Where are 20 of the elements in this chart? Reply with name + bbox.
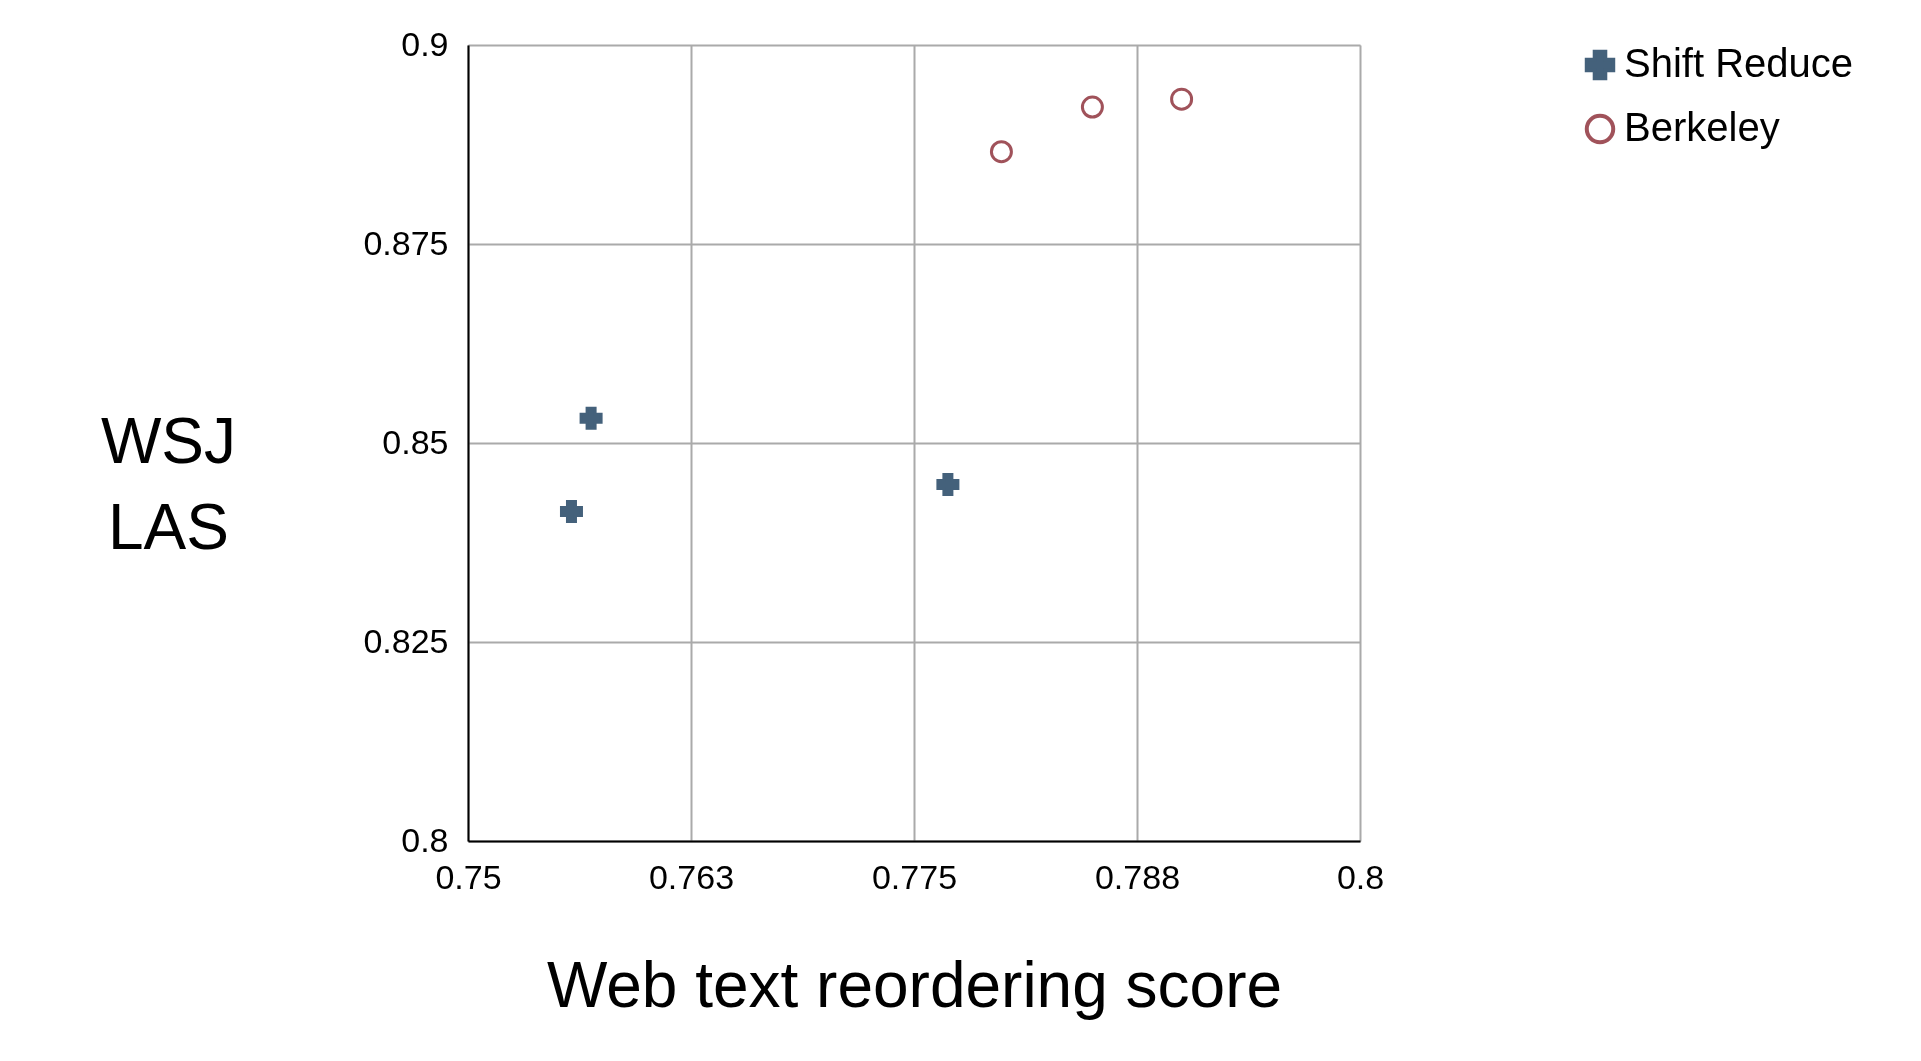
point (1080, 95, 1104, 119)
y-tick-label: 0.825 (363, 621, 449, 660)
point (936, 472, 960, 496)
y-tick-label: 0.8 (401, 820, 449, 859)
x-tick-label: 0.75 (435, 857, 502, 896)
y-axis-title: WSJ LAS (100, 404, 237, 563)
y-tick-label: 0.9 (401, 24, 449, 63)
point (579, 406, 603, 430)
y-tick-label: 0.85 (382, 422, 449, 461)
point (559, 499, 583, 523)
legend-label: Shift Reduce (1624, 41, 1854, 85)
legend-label: Berkeley (1624, 105, 1780, 149)
point (989, 140, 1013, 164)
y-tick-label: 0.875 (363, 223, 449, 262)
x-tick-label: 0.763 (648, 857, 735, 896)
point (1170, 87, 1194, 111)
x-axis-title: Web text reordering score (546, 948, 1283, 1021)
x-tick-label: 0.775 (871, 857, 958, 896)
x-tick-label: 0.8 (1336, 857, 1385, 896)
x-tick-label: 0.788 (1094, 857, 1181, 896)
